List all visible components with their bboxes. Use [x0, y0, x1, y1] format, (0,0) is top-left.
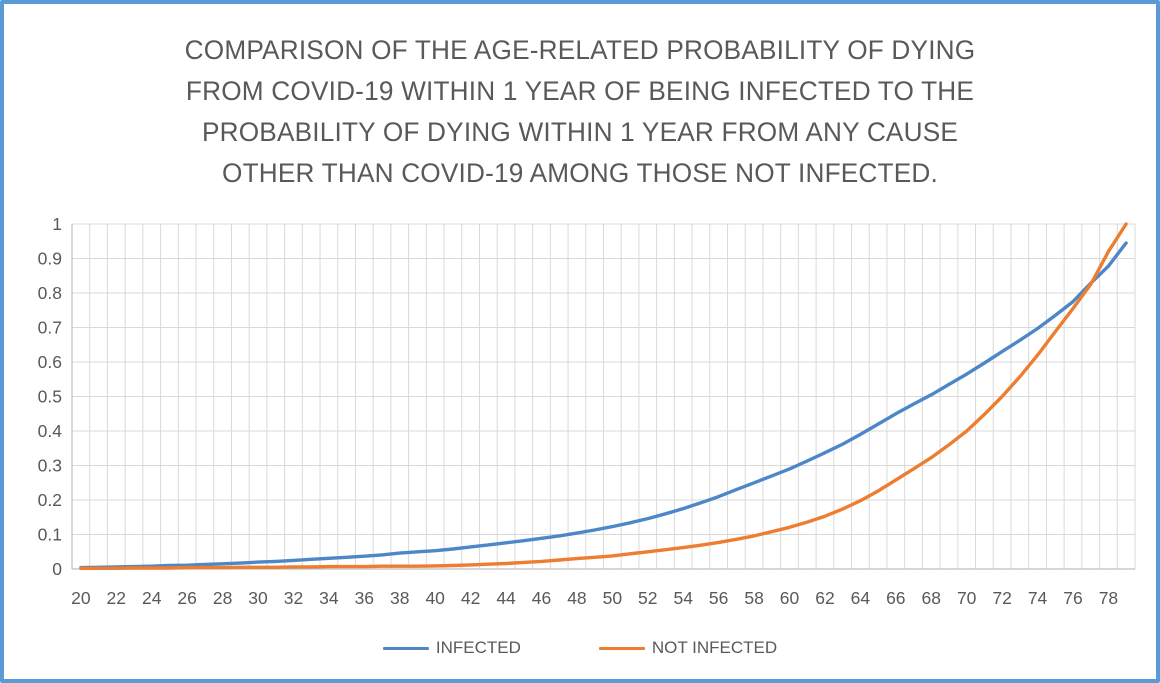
x-tick-label: 38 — [390, 588, 409, 608]
x-tick-label: 58 — [744, 588, 763, 608]
x-tick-label: 40 — [425, 588, 445, 608]
x-tick-label: 70 — [957, 588, 977, 608]
x-tick-label: 76 — [1063, 588, 1082, 608]
x-tick-label: 74 — [1028, 588, 1048, 608]
x-tick-label: 22 — [107, 588, 126, 608]
x-tick-label: 34 — [319, 588, 339, 608]
infected-series-line — [79, 241, 1128, 570]
x-tick-label: 44 — [496, 588, 516, 608]
plot-area: 0 0.1 0.2 0.3 0.4 0.5 0.6 0.7 0.8 0.9 1 20 22 24 26 28 3… — [38, 214, 1136, 608]
x-tick-label: 68 — [922, 588, 941, 608]
legend: INFECTED NOT INFECTED — [4, 638, 1156, 658]
chart-title-line-3: PROBABILITY OF DYING WITHIN 1 YEAR FROM … — [201, 117, 959, 147]
x-tick-label: 48 — [567, 588, 586, 608]
x-tick-label: 62 — [815, 588, 834, 608]
legend-item-not-infected: NOT INFECTED — [598, 638, 778, 658]
not-infected-series-line — [79, 222, 1128, 570]
y-tick-label: 0.2 — [38, 490, 62, 510]
y-tick-label: 0.6 — [38, 352, 62, 372]
chart-title-line-4: OTHER THAN COVID-19 AMONG THOSE NOT INFE… — [222, 158, 938, 188]
legend-item-infected: INFECTED — [382, 638, 521, 658]
chart-title-line-2: FROM COVID-19 WITHIN 1 YEAR OF BEING INF… — [185, 76, 975, 106]
x-tick-label: 26 — [177, 588, 196, 608]
x-tick-label: 28 — [213, 588, 232, 608]
x-tick-label: 78 — [1099, 588, 1118, 608]
x-tick-label: 72 — [992, 588, 1011, 608]
legend-label-not-infected: NOT INFECTED — [651, 638, 778, 657]
legend-label-infected: INFECTED — [435, 638, 521, 657]
chart-title: COMPARISON OF THE AGE-RELATED PROBABILIT… — [21, 30, 1138, 194]
x-tick-label: 24 — [142, 588, 162, 608]
y-tick-label: 0.4 — [38, 421, 63, 441]
x-tick-label: 60 — [780, 588, 800, 608]
x-tick-label: 20 — [71, 588, 91, 608]
y-tick-label: 0.5 — [38, 387, 62, 407]
y-tick-label: 0.9 — [38, 249, 62, 269]
x-tick-label: 46 — [532, 588, 551, 608]
chart-title-line-1: COMPARISON OF THE AGE-RELATED PROBABILIT… — [184, 35, 976, 65]
y-tick-label: 0.1 — [38, 525, 62, 545]
x-tick-label: 66 — [886, 588, 905, 608]
x-tick-label: 52 — [638, 588, 657, 608]
x-tick-label: 42 — [461, 588, 480, 608]
x-tick-label: 30 — [248, 588, 268, 608]
y-tick-label: 0 — [52, 559, 62, 579]
y-tick-label: 0.3 — [38, 456, 62, 476]
x-tick-label: 50 — [603, 588, 623, 608]
y-tick-label: 0.7 — [38, 318, 62, 338]
x-tick-label: 36 — [355, 588, 374, 608]
x-tick-label: 32 — [284, 588, 303, 608]
not-infected-line-swatch-icon — [598, 646, 645, 650]
infected-line-swatch-icon — [382, 646, 429, 650]
x-tick-label: 56 — [709, 588, 728, 608]
y-tick-label: 1 — [52, 214, 62, 234]
x-tick-label: 54 — [673, 588, 693, 608]
y-tick-label: 0.8 — [38, 283, 62, 303]
x-tick-label: 64 — [851, 588, 871, 608]
